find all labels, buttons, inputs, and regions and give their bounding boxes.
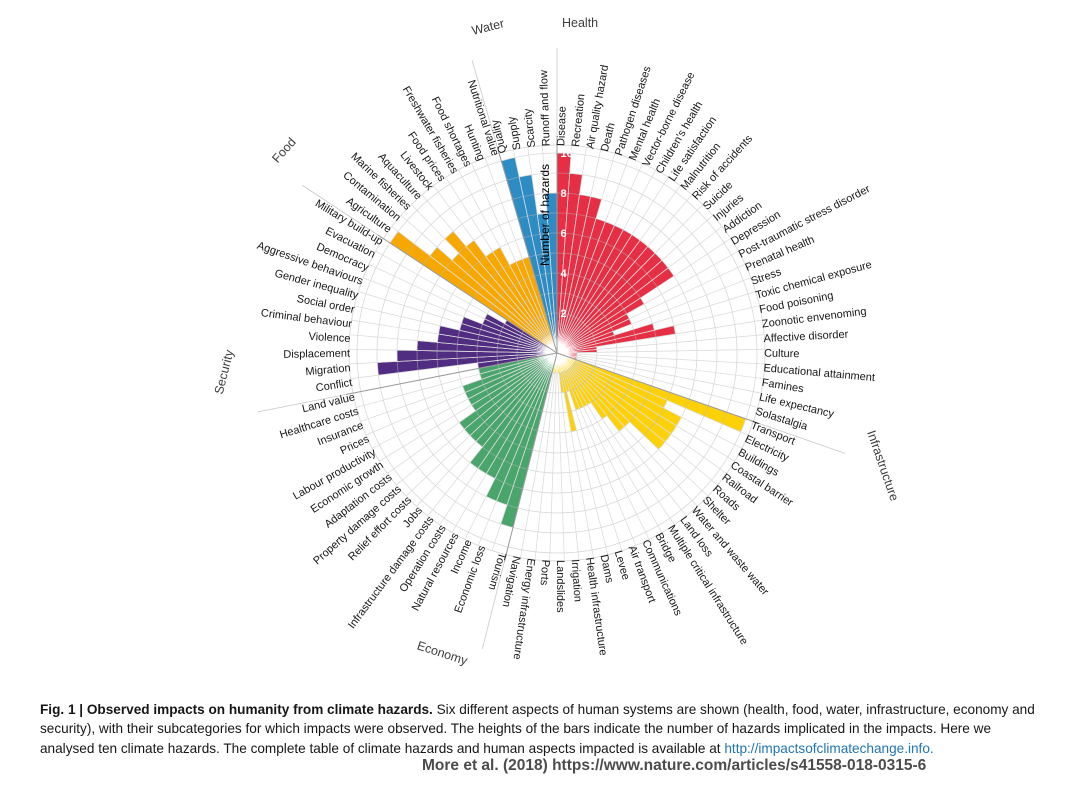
caption-title: Fig. 1 | Observed impacts on humanity fr…: [40, 702, 433, 717]
axis-tick-10: 10: [561, 148, 573, 160]
label-infrastructure-damage-costs: Infrastructure damage costs: [346, 514, 437, 631]
radial-chart: Disease Recreation Air quality hazard Death…: [212, 16, 902, 668]
attribution-line: More et al. (2018) https://www.nature.co…: [422, 757, 927, 774]
label-culture: Culture: [764, 348, 800, 361]
label-runoff-and-flow: Runoff and flow: [538, 70, 553, 147]
caption-link[interactable]: http://impactsofclimatechange.info.: [724, 740, 934, 756]
sector-title-economy: Economy: [415, 638, 470, 668]
sector-title-security: Security: [212, 348, 237, 396]
label-conflict: Conflict: [315, 377, 353, 395]
label-disease: Disease: [555, 106, 568, 146]
sector-title-water: Water: [470, 16, 505, 38]
label-migration: Migration: [305, 362, 351, 378]
axis-tick-8: 8: [561, 188, 567, 200]
axis-tick-2: 2: [561, 308, 567, 320]
sector-title-food: Food: [269, 135, 299, 166]
label-affective-disorder: Affective disorder: [763, 329, 849, 345]
label-landslides: Landslides: [554, 560, 566, 613]
sector-divider-infrastructure: [556, 352, 761, 425]
axis-tick-4: 4: [561, 268, 568, 280]
label-scarcity: Scarcity: [522, 107, 538, 148]
sector-title-infrastructure: Infrastructure: [864, 429, 901, 503]
sector-title-health: Health: [562, 16, 598, 30]
label-violence: Violence: [308, 331, 351, 345]
axis-tick-6: 6: [561, 228, 567, 240]
sector-divider-food: [377, 234, 558, 354]
label-irrigation: Irrigation: [569, 559, 584, 603]
sector-divider-water: [496, 146, 558, 354]
sector-divider-ext-food: [302, 184, 378, 236]
label-recreation: Recreation: [570, 93, 588, 147]
sector-divider-ext-infrastructure: [759, 423, 846, 454]
sector-divider-security: [345, 352, 558, 395]
sector-divider-economy: [503, 352, 558, 562]
sector-divider-ext-water: [471, 59, 498, 147]
label-dams: Dams: [598, 553, 616, 584]
caption-body: Six different aspects of human systems a…: [40, 702, 1035, 756]
label-ports: Ports: [538, 559, 552, 586]
sector-divider-ext-economy: [482, 561, 505, 649]
radial-axis-title: Number of hazards: [538, 164, 552, 266]
label-supply: Supply: [506, 115, 524, 151]
figure-caption: Fig. 1 | Observed impacts on humanity fr…: [40, 700, 1048, 758]
sector-divider-ext-security: [257, 394, 347, 413]
label-displacement: Displacement: [283, 348, 350, 361]
